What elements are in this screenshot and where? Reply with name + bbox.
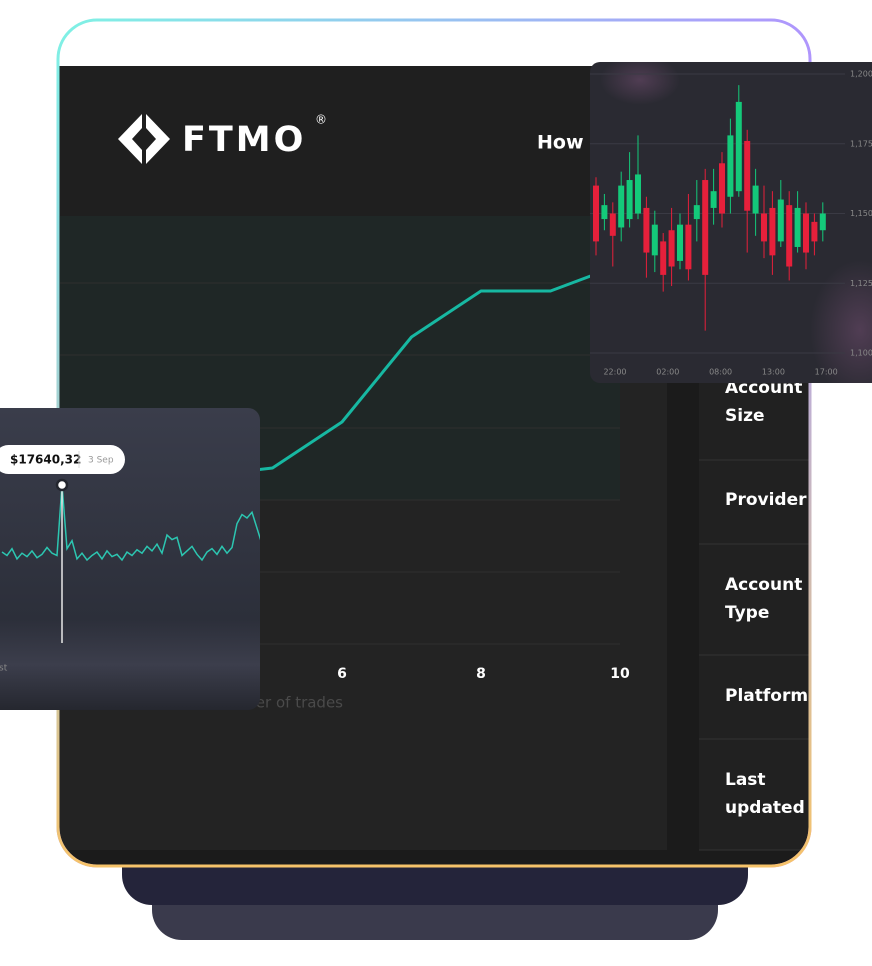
candle-body bbox=[777, 199, 784, 242]
x-tick-label: 17:00 bbox=[815, 368, 838, 377]
glow bbox=[810, 260, 872, 383]
sidebar-label: Platform bbox=[725, 686, 809, 706]
candle-body bbox=[635, 174, 641, 214]
tooltip-value: $17640,32 bbox=[10, 453, 81, 467]
candle-body bbox=[786, 205, 793, 267]
tooltip bbox=[0, 445, 125, 474]
y-tick-label: 1,175 bbox=[850, 139, 872, 148]
candle-body bbox=[744, 140, 751, 211]
sidebar-row: Provider bbox=[725, 490, 807, 510]
balance-card: $17640,32 3 Sep st bbox=[0, 408, 260, 710]
x-tick-label: 08:00 bbox=[709, 368, 732, 377]
x-tick-label: 22:00 bbox=[603, 368, 626, 377]
candle-body bbox=[719, 163, 725, 214]
candle-body bbox=[702, 180, 709, 275]
sidebar-row: Account Type bbox=[725, 575, 803, 623]
candle-body bbox=[651, 224, 658, 256]
candle-body bbox=[593, 185, 599, 242]
candle-body bbox=[811, 221, 818, 242]
candle-body bbox=[761, 213, 767, 242]
line bbox=[202, 263, 621, 478]
candle-body bbox=[660, 241, 667, 275]
logo-icon bbox=[118, 114, 142, 164]
candle-body bbox=[693, 205, 700, 220]
x-tick-label: st bbox=[0, 664, 8, 674]
x-tick-label: 6 bbox=[337, 666, 347, 682]
tooltip-date: 3 Sep bbox=[88, 456, 114, 466]
x-tick-label: 10 bbox=[610, 666, 630, 682]
candle-body bbox=[677, 224, 683, 261]
nav-link[interactable]: How bbox=[537, 132, 584, 154]
peak-marker bbox=[55, 478, 69, 492]
candle-body bbox=[609, 213, 616, 236]
x-tick-label: 13:00 bbox=[762, 368, 785, 377]
y-tick-label: 1,150 bbox=[850, 209, 872, 218]
candle-body bbox=[752, 185, 759, 214]
sidebar-label: Provider bbox=[725, 490, 807, 510]
candle-body bbox=[601, 205, 608, 220]
logo-text: FTMO bbox=[182, 120, 306, 160]
line bbox=[1, 484, 260, 562]
glow bbox=[600, 62, 680, 105]
candle-body bbox=[643, 207, 650, 253]
candle-body bbox=[710, 191, 717, 208]
sidebar-label: Last updated bbox=[725, 770, 805, 818]
candle-chart: 1,200 1,175 1,150 1,125 1,100 22:00 02:00 08:00… bbox=[590, 70, 872, 377]
candle-body bbox=[735, 101, 742, 192]
x-tick-label: 02:00 bbox=[656, 368, 679, 377]
logo-icon bbox=[146, 114, 170, 164]
y-tick-label: 1,100 bbox=[850, 349, 872, 358]
candle-body bbox=[668, 230, 675, 267]
balance-chart: $17640,32 3 Sep st bbox=[0, 445, 260, 674]
candle-body bbox=[626, 180, 633, 220]
candle-body bbox=[803, 213, 809, 253]
sidebar-dividers bbox=[699, 459, 809, 851]
candle-body bbox=[618, 185, 625, 228]
y-tick-label: 1,125 bbox=[850, 279, 872, 288]
y-tick-label: 1,200 bbox=[850, 70, 872, 79]
candle-body bbox=[769, 207, 776, 256]
candle-body bbox=[819, 213, 826, 231]
candle-body bbox=[685, 224, 692, 270]
x-tick-label: 8 bbox=[476, 666, 486, 682]
sidebar-row: Last updated bbox=[725, 770, 805, 818]
candle-body bbox=[794, 207, 801, 247]
sidebar-label: Account Type bbox=[725, 575, 803, 623]
logo-registered: ® bbox=[315, 113, 327, 127]
candle-body bbox=[727, 135, 734, 197]
candle-card: 1,200 1,175 1,150 1,125 1,100 22:00 02:00 08:00… bbox=[590, 62, 872, 383]
sidebar-row: Platform bbox=[725, 686, 809, 706]
